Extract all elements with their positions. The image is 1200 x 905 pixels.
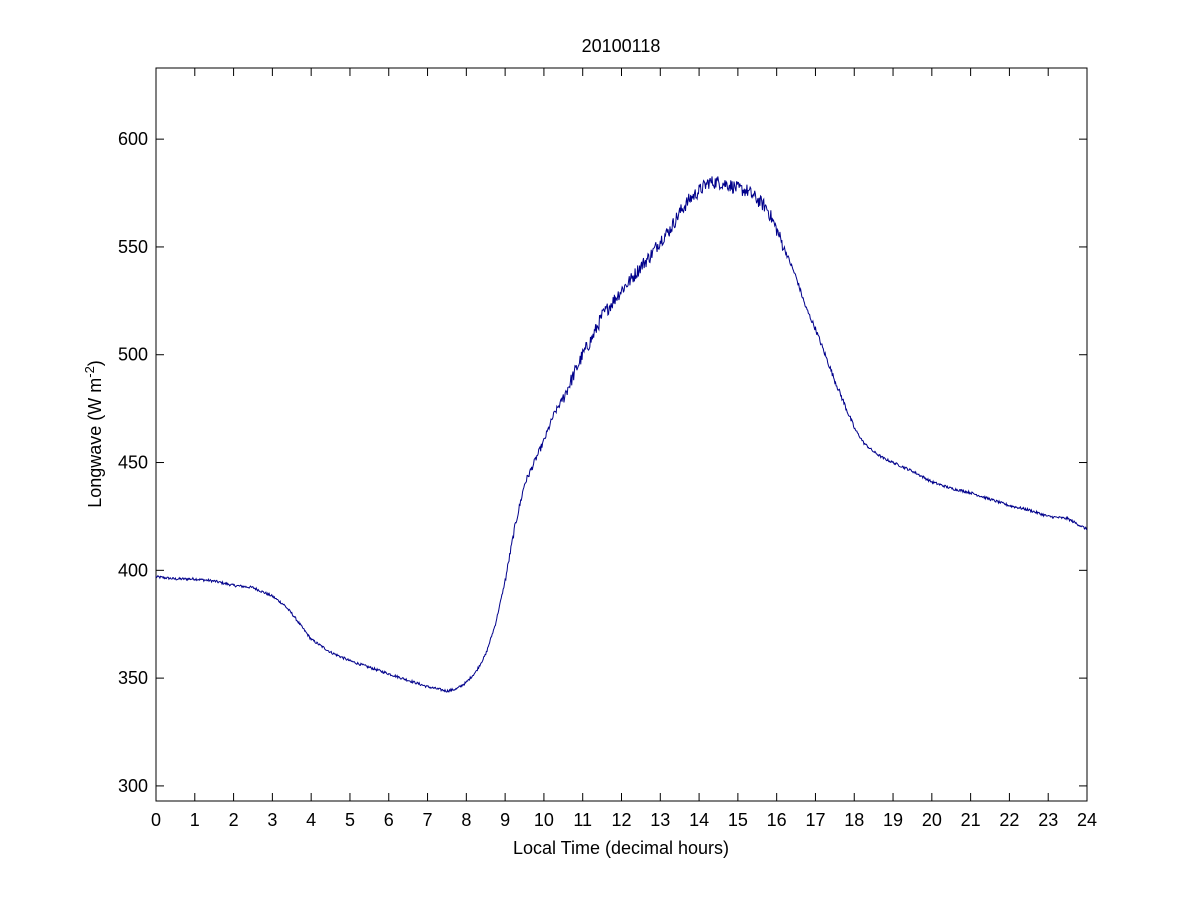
x-tick-label: 24 (1077, 810, 1097, 830)
x-tick-label: 9 (500, 810, 510, 830)
x-tick-label: 4 (306, 810, 316, 830)
plot-frame (155, 67, 1088, 802)
x-tick-label: 6 (384, 810, 394, 830)
x-tick-label: 18 (844, 810, 864, 830)
x-tick-label: 17 (805, 810, 825, 830)
x-tick-label: 20 (922, 810, 942, 830)
axis-ticks (155, 68, 1088, 801)
y-axis-label-superscript: -2 (82, 366, 97, 378)
x-tick-label: 8 (461, 810, 471, 830)
y-tick-label: 450 (118, 453, 148, 473)
y-tick-label: 350 (118, 668, 148, 688)
x-tick-label: 21 (961, 810, 981, 830)
x-axis-label: Local Time (decimal hours) (513, 838, 729, 858)
y-axis-label: Longwave (W m-2) (82, 360, 105, 508)
y-axis-label-main: Longwave (W m (85, 378, 105, 508)
x-tick-label: 15 (728, 810, 748, 830)
x-tick-label: 5 (345, 810, 355, 830)
x-tick-label: 22 (999, 810, 1019, 830)
x-tick-label: 23 (1038, 810, 1058, 830)
x-tick-label: 14 (689, 810, 709, 830)
x-tick-label: 13 (650, 810, 670, 830)
x-tick-label: 16 (767, 810, 787, 830)
x-tick-label: 0 (151, 810, 161, 830)
x-tick-label: 10 (534, 810, 554, 830)
y-tick-label: 300 (118, 776, 148, 796)
x-tick-label: 7 (423, 810, 433, 830)
x-tick-label: 19 (883, 810, 903, 830)
y-axis-label-close: ) (85, 360, 105, 366)
x-tick-label: 3 (267, 810, 277, 830)
chart-title: 20100118 (582, 36, 661, 56)
x-tick-label: 2 (229, 810, 239, 830)
y-tick-label: 400 (118, 560, 148, 580)
y-tick-label: 600 (118, 129, 148, 149)
series-line (155, 176, 1088, 693)
axis-tick-labels: 0 1 2 3 4 5 6 7 8 9 10 11 12 13 14 15 16 17 18 19 20 21 22 23 24… (118, 129, 1097, 830)
x-tick-label: 1 (190, 810, 200, 830)
y-tick-label: 550 (118, 237, 148, 257)
y-tick-label: 500 (118, 345, 148, 365)
x-tick-label: 11 (573, 810, 592, 830)
x-tick-label: 12 (611, 810, 631, 830)
